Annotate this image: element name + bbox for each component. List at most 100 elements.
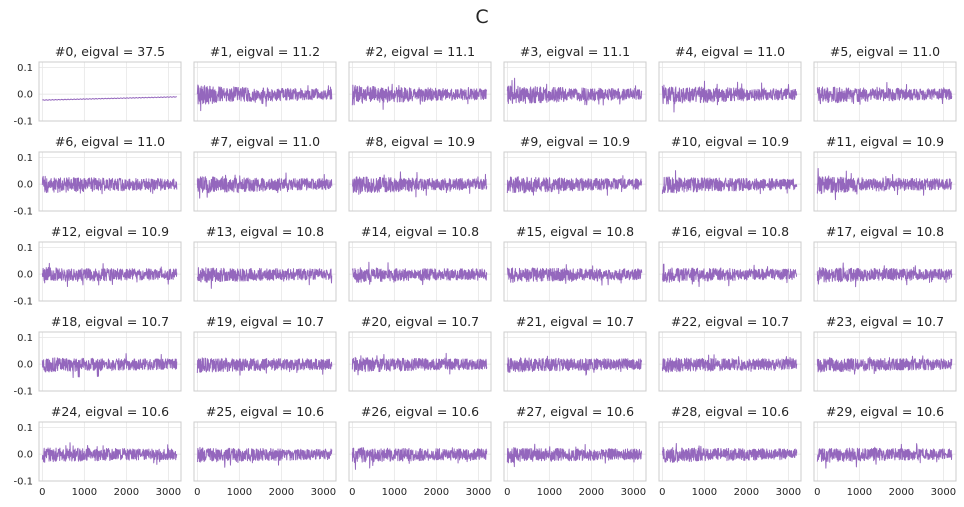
x-tick-label: 1000 [537, 487, 562, 498]
subplot-title: #22, eigval = 10.7 [671, 314, 789, 329]
subplot: #8, eigval = 10.9 [348, 134, 492, 212]
subplot-grid: #0, eigval = 37.5 -0.1 0.0 0.1 #1, eigval = … [13, 44, 957, 498]
subplot: #1, eigval = 11.2 [193, 44, 337, 122]
x-tick-label: 2000 [889, 487, 914, 498]
subplot: #10, eigval = 10.9 [658, 134, 802, 212]
subplot-title: #10, eigval = 10.9 [671, 134, 789, 149]
series-line [41, 175, 178, 195]
axes-frame [503, 421, 647, 482]
axes-frame [503, 151, 647, 212]
axes-frame [658, 421, 802, 482]
subplot: #21, eigval = 10.7 [503, 314, 647, 392]
x-tick-label: 1000 [382, 487, 407, 498]
y-tick-label: 0.1 [17, 423, 33, 434]
series-line [816, 168, 953, 201]
subplot-title: #20, eigval = 10.7 [361, 314, 479, 329]
axes-frame [38, 331, 182, 392]
series-line [351, 447, 488, 470]
series-line [506, 355, 642, 376]
axes-frame [813, 331, 957, 392]
axes-frame [193, 241, 337, 302]
subplot-title: #6, eigval = 11.0 [55, 134, 165, 149]
axes-frame [658, 151, 802, 212]
subplot-title: #4, eigval = 11.0 [675, 44, 785, 59]
x-tick-label: 0 [39, 487, 45, 498]
axes-frame [813, 61, 957, 122]
x-tick-label: 3000 [156, 487, 181, 498]
series-line [196, 84, 333, 112]
series-line [351, 261, 488, 286]
axes-frame [348, 241, 492, 302]
subplot: #23, eigval = 10.7 [813, 314, 957, 392]
subplot-title: #26, eigval = 10.6 [361, 404, 479, 419]
x-tick-label: 0 [504, 487, 510, 498]
subplot-title: #21, eigval = 10.7 [516, 314, 634, 329]
y-tick-label: 0.0 [17, 90, 33, 101]
subplot: #5, eigval = 11.0 [813, 44, 957, 122]
x-tick-label: 2000 [114, 487, 139, 498]
y-tick-label: 0.1 [17, 63, 33, 74]
y-tick-label: 0.1 [17, 243, 33, 254]
subplot: #29, eigval = 10.6 0 1000 2000 3000 [813, 404, 957, 498]
x-tick-label: 2000 [424, 487, 449, 498]
subplot: #9, eigval = 10.9 [503, 134, 647, 212]
subplot-title: #24, eigval = 10.6 [51, 404, 169, 419]
figure-title: C [475, 6, 488, 28]
x-tick-label: 3000 [466, 487, 491, 498]
x-tick-label: 0 [194, 487, 200, 498]
series-line [506, 175, 643, 196]
subplot: #27, eigval = 10.6 0 1000 2000 3000 [503, 404, 647, 498]
axes-frame [193, 151, 337, 212]
x-tick-label: 3000 [776, 487, 801, 498]
subplot: #28, eigval = 10.6 0 1000 2000 3000 [658, 404, 802, 498]
subplot: #12, eigval = 10.9 -0.1 0.0 0.1 [13, 224, 182, 308]
series-line [661, 80, 798, 113]
subplot: #24, eigval = 10.6 -0.1 0.0 0.1 0 1000 2000 300… [13, 404, 182, 498]
axes-frame [658, 61, 802, 122]
series-line [506, 264, 643, 286]
subplot-title: #15, eigval = 10.8 [516, 224, 634, 239]
subplot: #16, eigval = 10.8 [658, 224, 802, 302]
subplot-title: #0, eigval = 37.5 [55, 44, 165, 59]
axes-frame [348, 421, 492, 482]
subplot: #13, eigval = 10.8 [193, 224, 337, 302]
subplot-title: #8, eigval = 10.9 [365, 134, 475, 149]
subplot: #25, eigval = 10.6 0 1000 2000 3000 [193, 404, 337, 498]
y-tick-label: 0.0 [17, 270, 33, 281]
subplot-title: #29, eigval = 10.6 [826, 404, 944, 419]
y-tick-label: -0.1 [13, 117, 33, 128]
series-line [351, 171, 488, 198]
subplot: #17, eigval = 10.8 [813, 224, 957, 302]
y-tick-label: -0.1 [13, 477, 33, 488]
subplot: #18, eigval = 10.7 -0.1 0.0 0.1 [13, 314, 182, 398]
subplot: #7, eigval = 11.0 [193, 134, 337, 212]
axes-frame [503, 241, 647, 302]
subplot-title: #16, eigval = 10.8 [671, 224, 789, 239]
series-line [506, 443, 643, 468]
x-tick-label: 2000 [579, 487, 604, 498]
subplot-title: #7, eigval = 11.0 [210, 134, 320, 149]
subplot: #11, eigval = 10.9 [813, 134, 957, 212]
axes-frame [38, 151, 182, 212]
y-tick-label: 0.0 [17, 180, 33, 191]
axes-frame [348, 151, 492, 212]
series-line [42, 96, 177, 101]
axes-frame [658, 331, 802, 392]
axes-frame [658, 241, 802, 302]
y-tick-label: 0.0 [17, 360, 33, 371]
x-tick-label: 2000 [734, 487, 759, 498]
x-tick-label: 1000 [72, 487, 97, 498]
subplot-title: #28, eigval = 10.6 [671, 404, 789, 419]
y-tick-label: 0.1 [17, 153, 33, 164]
x-tick-label: 0 [659, 487, 665, 498]
x-tick-label: 3000 [621, 487, 646, 498]
axes-frame [813, 151, 957, 212]
y-tick-label: 0.1 [17, 333, 33, 344]
axes-frame [348, 331, 492, 392]
x-tick-label: 0 [814, 487, 820, 498]
x-tick-label: 3000 [311, 487, 336, 498]
axes-frame [503, 61, 647, 122]
y-tick-label: 0.0 [17, 450, 33, 461]
subplot-title: #18, eigval = 10.7 [51, 314, 169, 329]
